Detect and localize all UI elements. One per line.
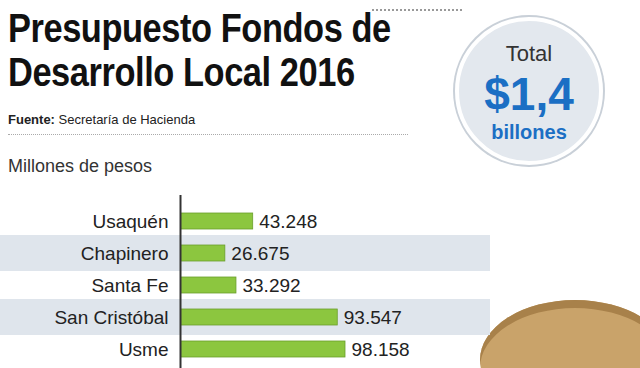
html-text:$1,4: $1,4 [484,68,574,120]
svg-text:Santa Fe: Santa Fe [91,275,168,296]
svg-text:93.547: 93.547 [344,307,402,328]
html-text:Total: Total [505,41,553,66]
svg-text:Usaquén: Usaquén [92,211,168,232]
svg-text:San Cristóbal: San Cristóbal [54,307,168,328]
html-text:billones: billones [491,121,567,143]
html-text:Millones de pesos: Millones de pesos [8,156,153,176]
svg-text:33.292: 33.292 [242,275,300,296]
svg-text:Usme: Usme [119,339,169,360]
html-text:Presupuesto Fondos de: Presupuesto Fondos de [8,6,391,50]
svg-text:26.675: 26.675 [231,243,289,264]
html-text:Fuente: Secretaría de Hacienda: Fuente: Secretaría de Hacienda [8,112,196,127]
html-text:Desarrollo Local 2016: Desarrollo Local 2016 [8,50,355,94]
svg-text:43.248: 43.248 [259,211,317,232]
svg-text:98.158: 98.158 [352,339,410,360]
svg-text:Chapinero: Chapinero [81,243,169,264]
